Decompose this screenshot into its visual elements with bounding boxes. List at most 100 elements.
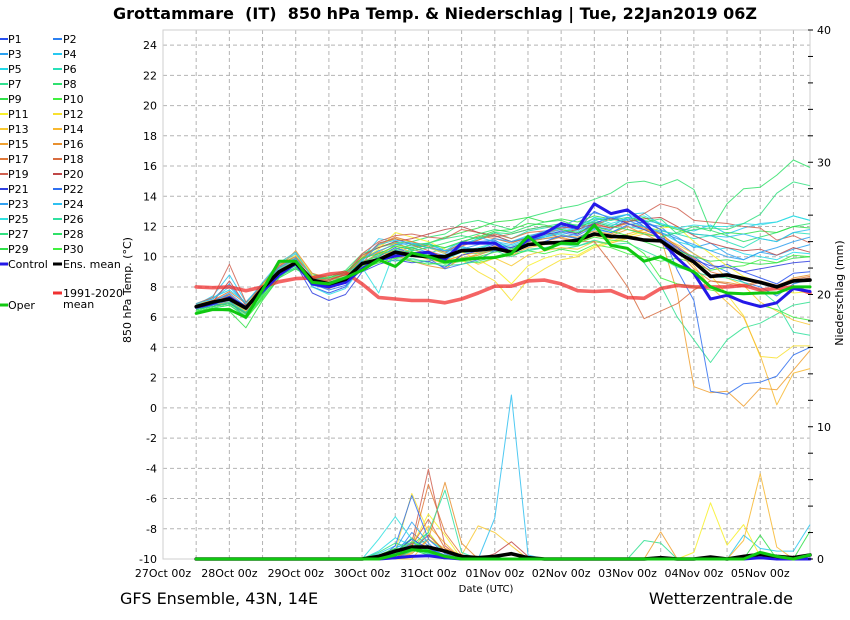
legend-item-p27: P27 <box>0 228 29 241</box>
temp-line-p23 <box>196 212 811 308</box>
legend-label: P24 <box>63 198 84 211</box>
legend-item-p6: P6 <box>53 63 77 76</box>
temp-line-oper <box>194 223 812 319</box>
legend-item-p29: P29 <box>0 243 29 256</box>
legend-item-p24: P24 <box>53 198 84 211</box>
y2-tick-label: 40 <box>817 24 831 37</box>
legend-item-p14: P14 <box>53 123 84 136</box>
legend-item-p5: P5 <box>0 63 22 76</box>
legend: P1 P2 P3 P4 P5 P6 P7 P8 P9 P10 P11 P12 P13 P14 P15 P16 P… <box>0 33 123 312</box>
y-tick-label: -4 <box>146 462 157 475</box>
chart-title: Grottammare (IT) 850 hPa Temp. & Nieders… <box>113 4 757 24</box>
legend-label: P27 <box>8 228 29 241</box>
legend-label: P12 <box>63 108 84 121</box>
legend-item-p11: P11 <box>0 108 29 121</box>
y2-axis-label: Niederschlag (mm) <box>833 240 846 345</box>
legend-label: mean <box>63 298 94 311</box>
y-tick-label: 8 <box>150 281 157 294</box>
legend-item-p16: P16 <box>53 138 84 151</box>
legend-item-p12: P12 <box>53 108 84 121</box>
precip-line-oper <box>194 548 812 561</box>
y2-tick-label: 0 <box>817 553 824 566</box>
y-tick-label: 22 <box>143 69 157 82</box>
legend-label: P1 <box>8 33 22 46</box>
legend-label: 1991-2020 <box>63 287 123 300</box>
legend-label: Ens. mean <box>63 258 121 271</box>
y-tick-label: 18 <box>143 130 157 143</box>
legend-label: P25 <box>8 213 29 226</box>
legend-item-p17: P17 <box>0 153 29 166</box>
legend-item-p13: P13 <box>0 123 29 136</box>
x-tick-label: 01Nov 00z <box>465 567 524 580</box>
legend-item-p3: P3 <box>0 48 22 61</box>
x-tick-label: 29Oct 00z <box>268 567 325 580</box>
y-tick-label: 0 <box>150 402 157 415</box>
y-tick-label: -2 <box>146 432 157 445</box>
legend-label: Oper <box>8 299 35 312</box>
legend-label: P19 <box>8 168 29 181</box>
temp-line-p17 <box>196 223 811 306</box>
legend-label: P2 <box>63 33 77 46</box>
legend-label: P20 <box>63 168 84 181</box>
legend-item-p22: P22 <box>53 183 84 196</box>
y-tick-label: 20 <box>143 100 157 113</box>
legend-label: P21 <box>8 183 29 196</box>
legend-item-p4: P4 <box>53 48 77 61</box>
y2-tick-label: 10 <box>817 421 831 434</box>
legend-item-p30: P30 <box>53 243 84 256</box>
legend-item-p23: P23 <box>0 198 29 211</box>
legend-item-control: Control <box>0 258 48 271</box>
y-tick-label: 2 <box>150 372 157 385</box>
x-tick-label: 03Nov 00z <box>598 567 657 580</box>
legend-item-p9: P9 <box>0 93 22 106</box>
y-tick-label: -8 <box>146 523 157 536</box>
legend-label: P8 <box>63 78 77 91</box>
temp-line-p29 <box>196 223 811 329</box>
legend-label: P23 <box>8 198 29 211</box>
legend-label: P6 <box>63 63 77 76</box>
x-axis-label: Date (UTC) <box>459 584 514 595</box>
temperature-lines <box>194 159 812 407</box>
temp-line-p27 <box>196 181 811 317</box>
y-tick-label: -10 <box>139 553 157 566</box>
y-axis-label: 850 hPa Temp. (°C) <box>121 237 134 343</box>
legend-label: P17 <box>8 153 29 166</box>
legend-item-ens-mean: Ens. mean <box>53 258 121 271</box>
legend-item-p8: P8 <box>53 78 77 91</box>
temp-line-p24 <box>196 213 811 305</box>
legend-label: P16 <box>63 138 84 151</box>
legend-item-p1: P1 <box>0 33 22 46</box>
legend-item-p21: P21 <box>0 183 29 196</box>
legend-label: P3 <box>8 48 22 61</box>
y-tick-label: 6 <box>150 311 157 324</box>
x-tick-label: 31Oct 00z <box>400 567 457 580</box>
y-tick-label: 14 <box>143 190 157 203</box>
precipitation-lines <box>194 394 812 561</box>
y2-tick-label: 20 <box>817 289 831 302</box>
legend-item-p19: P19 <box>0 168 29 181</box>
legend-label: P5 <box>8 63 22 76</box>
legend-label: P30 <box>63 243 84 256</box>
legend-label: P28 <box>63 228 84 241</box>
y-tick-label: 4 <box>150 341 157 354</box>
legend-item-p26: P26 <box>53 213 84 226</box>
legend-label: P9 <box>8 93 22 106</box>
model-info-text: GFS Ensemble, 43N, 14E <box>120 589 318 608</box>
x-tick-label: 27Oct 00z <box>135 567 192 580</box>
legend-label: P26 <box>63 213 84 226</box>
source-text: Wetterzentrale.de <box>649 589 793 608</box>
x-tick-label: 28Oct 00z <box>201 567 258 580</box>
legend-item-p10: P10 <box>53 93 84 106</box>
legend-item-oper: Oper <box>0 299 35 312</box>
legend-label: P7 <box>8 78 22 91</box>
legend-label: P4 <box>63 48 77 61</box>
x-tick-label: 02Nov 00z <box>532 567 591 580</box>
x-tick-label: 04Nov 00z <box>665 567 724 580</box>
legend-label: P18 <box>63 153 84 166</box>
legend-label: P29 <box>8 243 29 256</box>
